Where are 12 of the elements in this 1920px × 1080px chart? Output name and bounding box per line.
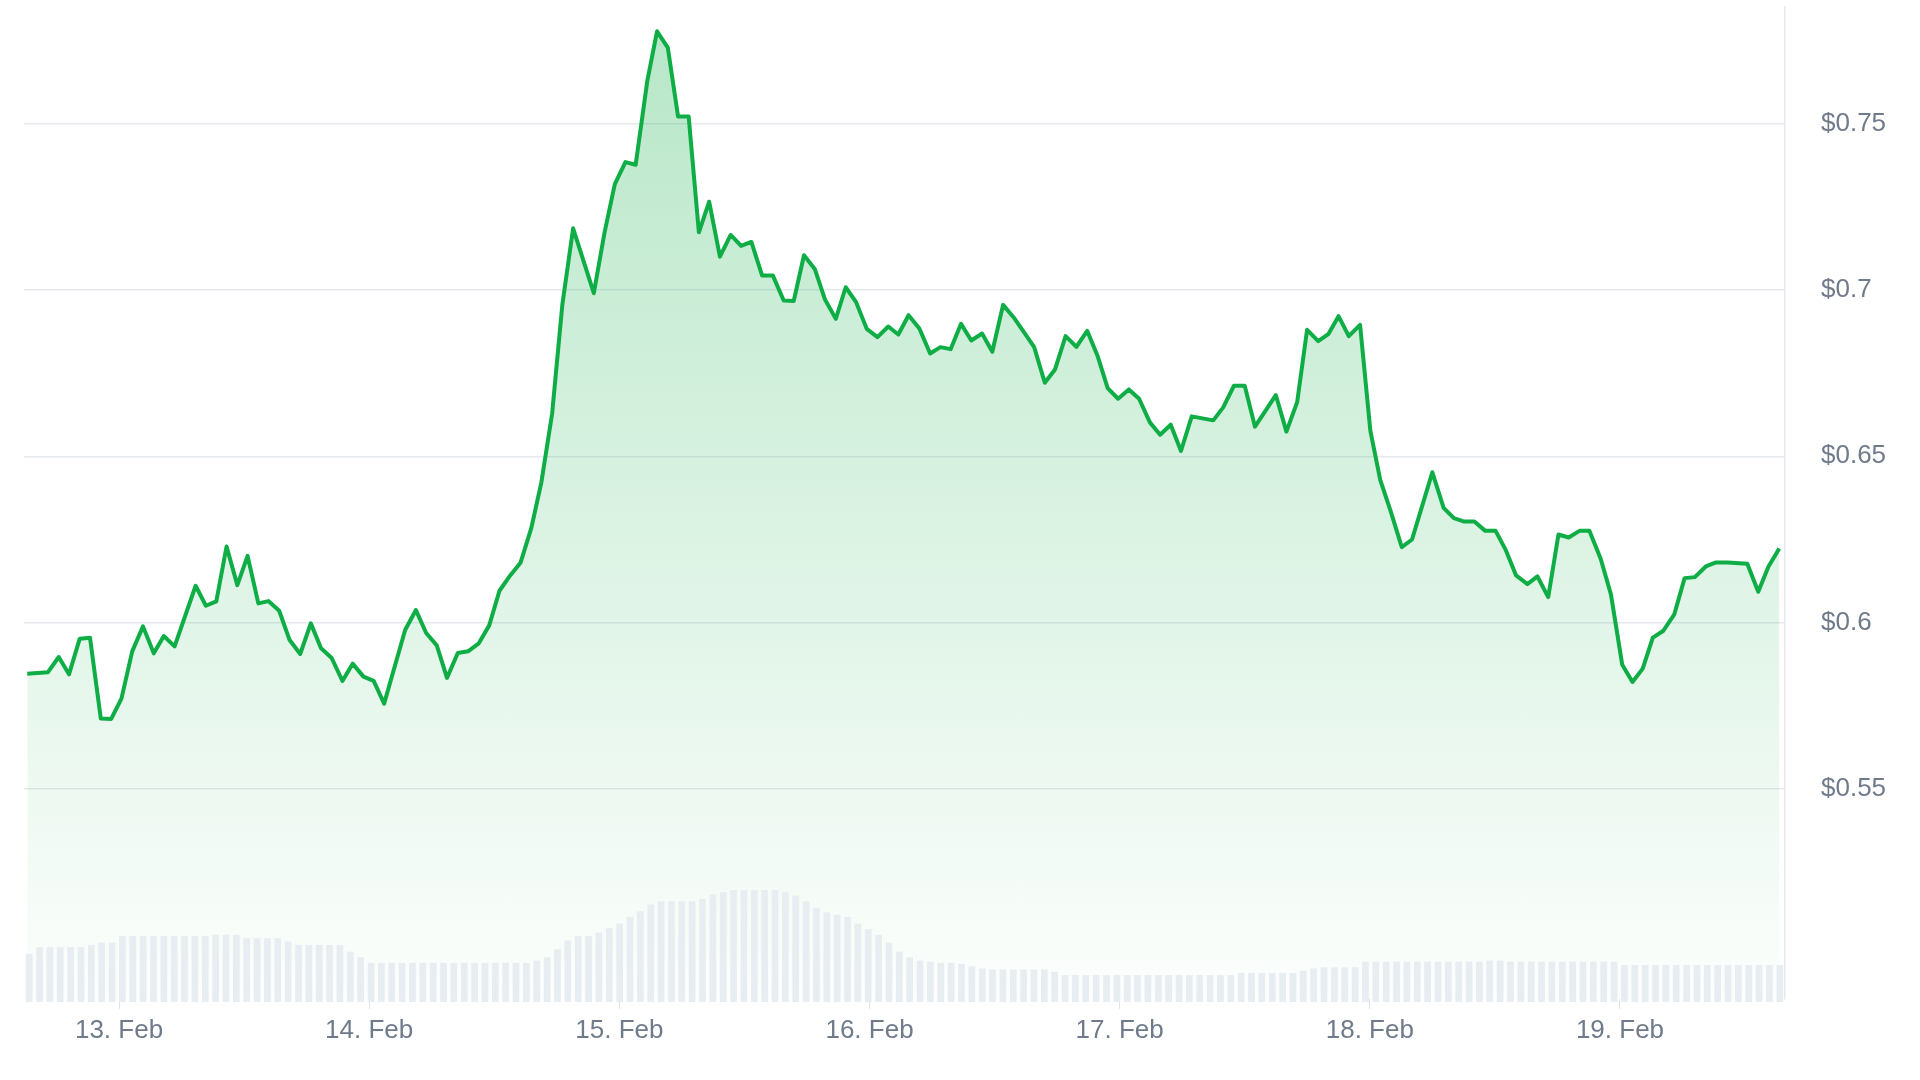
x-tick-label: 18. Feb — [1325, 1013, 1414, 1044]
y-tick-label: $0.75 — [1821, 106, 1887, 137]
x-tick-label: 19. Feb — [1575, 1013, 1665, 1044]
x-tick-label: 13. Feb — [74, 1013, 164, 1044]
x-tick-label: 16. Feb — [825, 1013, 914, 1044]
y-tick-label: $0.6 — [1821, 605, 1872, 636]
y-tick-label: $0.65 — [1821, 439, 1887, 470]
x-tick-label: 14. Feb — [325, 1013, 414, 1044]
x-tick-label: 17. Feb — [1075, 1013, 1164, 1044]
y-tick-label: $0.55 — [1821, 772, 1887, 803]
x-tick-label: 15. Feb — [575, 1013, 664, 1044]
y-tick-label: $0.7 — [1821, 273, 1872, 304]
